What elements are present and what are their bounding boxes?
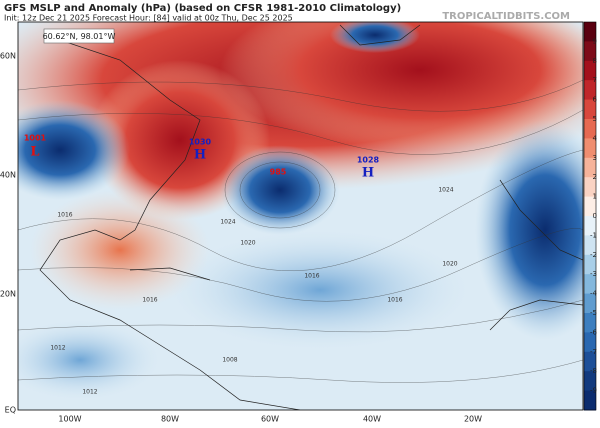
colorbar-tick-label: 3 xyxy=(593,154,597,162)
colorbar-cell xyxy=(584,22,596,42)
colorbar-tick-label: -1 xyxy=(590,231,597,239)
pressure-label: 1024 xyxy=(438,187,453,194)
colorbar-cell xyxy=(584,60,596,81)
latitude-label: 60N xyxy=(0,52,16,61)
pressure-label: L xyxy=(30,145,39,160)
pressure-label: 1001 xyxy=(24,134,47,143)
colorbar-cell xyxy=(584,351,596,372)
colorbar-cell xyxy=(584,99,596,120)
colorbar-cell xyxy=(584,371,596,392)
colorbar-tick-label: -2 xyxy=(590,251,597,259)
colorbar-tick-label: 8 xyxy=(593,57,597,65)
pressure-label: 985 xyxy=(270,168,287,177)
colorbar-cell xyxy=(584,138,596,159)
colorbar-cell xyxy=(584,332,596,353)
longitude-label: 40W xyxy=(363,415,381,424)
colorbar-cell xyxy=(584,216,596,236)
colorbar-tick-label: 2 xyxy=(593,173,597,181)
colorbar-tick-label: 6 xyxy=(593,96,598,104)
longitude-label: 20W xyxy=(464,415,482,424)
colorbar-cell xyxy=(584,80,596,101)
colorbar-tick-label: -7 xyxy=(590,348,597,356)
colorbar-frame xyxy=(583,21,597,411)
colorbar-tick-label: -9 xyxy=(590,387,597,395)
pressure-label: 1020 xyxy=(240,240,255,247)
colorbar-tick-label: -3 xyxy=(590,270,597,278)
colorbar-cell xyxy=(584,119,596,139)
pressure-label: 1020 xyxy=(442,261,457,268)
colorbar-tick-label: 9 xyxy=(593,37,597,45)
latitude-label: EQ xyxy=(5,406,16,415)
pressure-label: 1012 xyxy=(50,345,65,352)
colorbar-tick-label: -4 xyxy=(590,290,598,298)
pressure-label: H xyxy=(362,166,374,181)
pressure-label: 1016 xyxy=(387,297,402,304)
readout-box xyxy=(43,28,115,44)
colorbar-tick-label: -5 xyxy=(590,309,597,317)
pressure-label: H xyxy=(194,148,206,163)
colorbar-tick-label: -6 xyxy=(590,328,598,336)
colorbar-tick-label: 5 xyxy=(593,115,597,123)
pressure-label: 1024 xyxy=(220,219,235,226)
longitude-label: 80W xyxy=(161,415,179,424)
site-name: TROPICALTIDBITS.COM xyxy=(442,11,570,22)
latitude-label: 40N xyxy=(0,171,16,180)
colorbar-cell xyxy=(584,41,596,62)
pressure-label: 1030 xyxy=(189,138,212,147)
colorbar-cell xyxy=(584,196,596,217)
colorbar-tick-label: 0 xyxy=(593,212,597,220)
colorbar-tick-label: 7 xyxy=(593,76,597,84)
coordinate-readout: 60.62°N, 98.01°W xyxy=(43,32,116,41)
colorbar-cell xyxy=(584,390,596,411)
colorbar-cell xyxy=(584,293,596,314)
longitude-label: 60W xyxy=(261,415,279,424)
colorbar-cell xyxy=(584,177,596,198)
colorbar-tick-label: 1 xyxy=(593,193,597,201)
colorbar-cell xyxy=(584,254,596,275)
longitude-label: 100W xyxy=(58,415,81,424)
pressure-label: 1028 xyxy=(357,156,380,165)
latitude-label: 20N xyxy=(0,290,16,299)
colorbar-tick-label: 4 xyxy=(593,134,598,142)
pressure-label: 1008 xyxy=(222,357,237,364)
colorbar-cell xyxy=(584,157,596,178)
colorbar-tick-label: -8 xyxy=(590,367,597,375)
colorbar-cell xyxy=(584,235,596,256)
map-field xyxy=(18,22,583,410)
colorbar-cell xyxy=(584,274,596,295)
pressure-label: 1016 xyxy=(57,212,72,219)
map-frame xyxy=(17,21,584,411)
pressure-label: 1016 xyxy=(304,273,319,280)
title: GFS MSLP and Anomaly (hPa) (based on CFS… xyxy=(4,3,401,14)
subtitle: Init: 12z Dec 21 2025 Forecast Hour: [84… xyxy=(4,14,293,23)
pressure-label: 1016 xyxy=(142,297,157,304)
colorbar-cell xyxy=(584,313,596,333)
pressure-label: 1012 xyxy=(82,389,97,396)
